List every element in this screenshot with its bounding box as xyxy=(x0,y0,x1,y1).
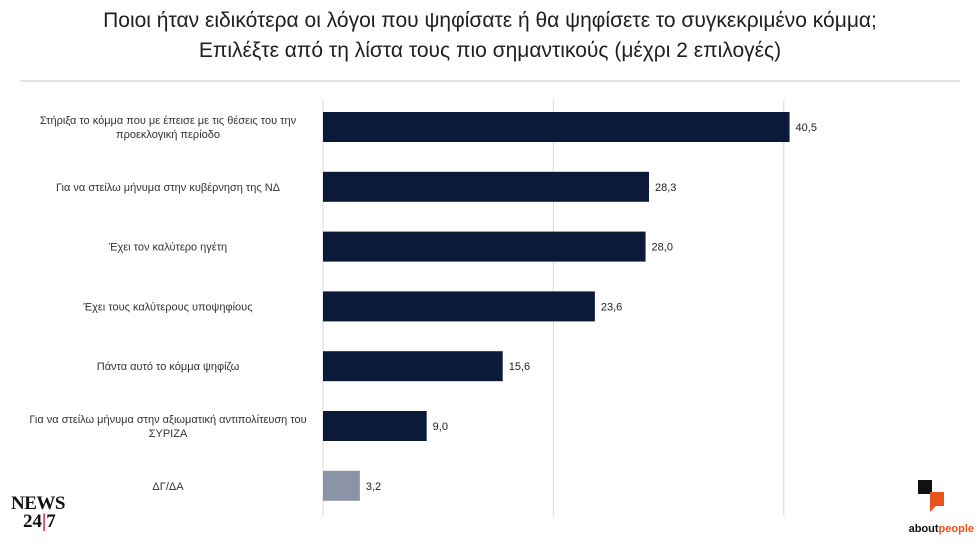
title-divider xyxy=(20,80,960,82)
bar xyxy=(323,411,427,441)
data-label: 28,3 xyxy=(655,182,676,194)
data-label: 40,5 xyxy=(796,122,817,134)
data-label: 23,6 xyxy=(601,301,622,313)
category-label: Για να στείλω μήνυμα στην αξιωματική αντ… xyxy=(29,414,306,440)
bar xyxy=(323,351,503,382)
chart-title: Ποιοι ήταν ειδικότερα οι λόγοι που ψηφίσ… xyxy=(0,6,980,66)
aboutpeople-mark-icon xyxy=(918,480,944,512)
category-label: Για να στείλω μήνυμα στην κυβέρνηση της … xyxy=(56,182,281,194)
news247-logo: NEWS 24|7 xyxy=(11,493,65,532)
bar xyxy=(323,470,360,501)
bar xyxy=(323,231,646,262)
bar xyxy=(323,291,595,322)
category-label: Έχει τους καλύτερους υποψηφίους xyxy=(83,301,253,313)
category-label: ΔΓ/ΔΑ xyxy=(152,481,184,493)
category-label: Έχει τον καλύτερο ηγέτη xyxy=(108,242,227,254)
bar xyxy=(323,171,650,202)
data-label: 3,2 xyxy=(366,481,381,493)
chart-title-line1: Ποιοι ήταν ειδικότερα οι λόγοι που ψηφίσ… xyxy=(103,9,877,32)
aboutpeople-logo: aboutpeople xyxy=(888,478,974,540)
bar xyxy=(323,112,790,142)
chart-title-line2: Επιλέξτε από τη λίστα τους πιο σημαντικο… xyxy=(198,39,782,62)
data-label: 9,0 xyxy=(433,421,448,433)
category-label: Πάντα αυτό το κόμμα ψηφίζω xyxy=(97,361,240,373)
data-label: 15,6 xyxy=(509,361,530,373)
data-label: 28,0 xyxy=(652,242,673,254)
category-label: Στήριξα το κόμμα που με έπεισε με τις θέ… xyxy=(40,115,297,141)
